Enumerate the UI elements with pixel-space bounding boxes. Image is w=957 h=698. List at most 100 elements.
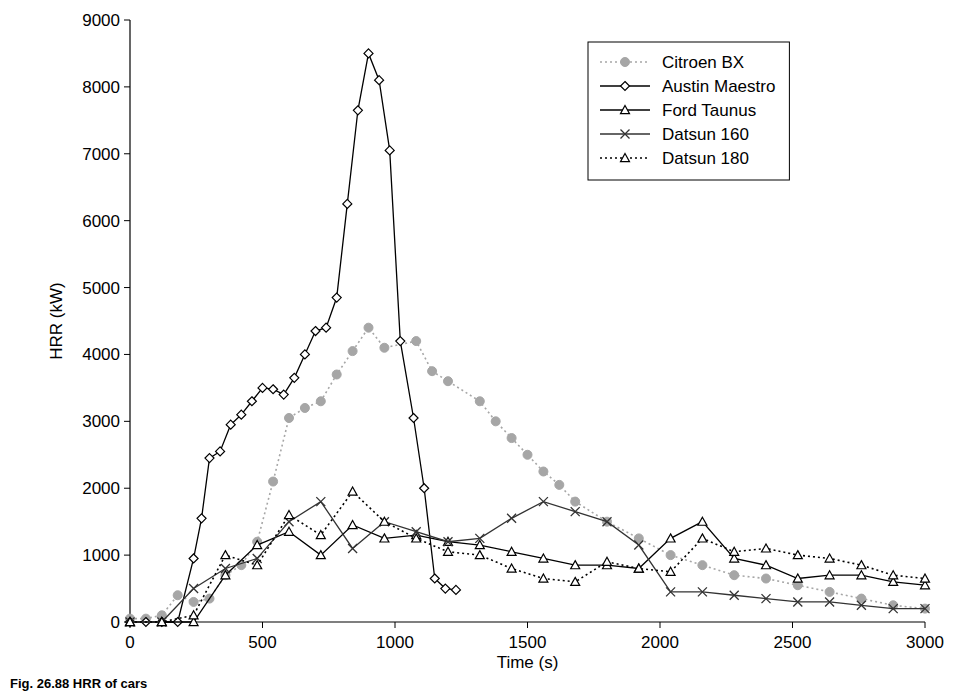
plot-area bbox=[126, 49, 930, 627]
data-point bbox=[300, 403, 309, 412]
data-point bbox=[603, 517, 612, 526]
data-point bbox=[189, 611, 198, 619]
data-point bbox=[507, 514, 516, 523]
data-point bbox=[385, 146, 394, 155]
data-point bbox=[634, 541, 643, 550]
y-axis bbox=[129, 20, 130, 622]
y-tick-label: 1000 bbox=[82, 546, 120, 565]
data-point bbox=[921, 574, 930, 582]
data-point bbox=[825, 597, 834, 606]
data-point bbox=[730, 591, 739, 600]
x-tick bbox=[792, 622, 793, 628]
series bbox=[126, 487, 930, 626]
data-point bbox=[380, 343, 389, 352]
y-tick-label: 0 bbox=[111, 613, 120, 632]
data-point bbox=[316, 497, 325, 506]
data-point bbox=[451, 585, 460, 594]
data-point bbox=[523, 450, 532, 459]
data-point bbox=[316, 531, 325, 539]
y-tick bbox=[124, 354, 130, 355]
data-point bbox=[216, 447, 225, 456]
data-point bbox=[269, 477, 278, 486]
series-line bbox=[130, 328, 925, 619]
x-axis-title: Time (s) bbox=[497, 653, 559, 672]
y-tick bbox=[124, 287, 130, 288]
data-point bbox=[762, 574, 771, 583]
data-point bbox=[666, 587, 675, 596]
data-point bbox=[793, 574, 802, 582]
data-point bbox=[237, 410, 246, 419]
data-point bbox=[300, 350, 309, 359]
x-tick bbox=[527, 622, 528, 628]
data-point bbox=[253, 561, 262, 569]
x-tick-label: 2500 bbox=[774, 633, 812, 652]
data-point bbox=[762, 544, 771, 552]
y-tick-label: 2000 bbox=[82, 479, 120, 498]
x-tick bbox=[925, 622, 926, 628]
data-point bbox=[428, 367, 437, 376]
data-point bbox=[412, 337, 421, 346]
data-point bbox=[353, 106, 362, 115]
data-point bbox=[857, 571, 866, 579]
y-tick-label: 4000 bbox=[82, 345, 120, 364]
data-point bbox=[126, 618, 135, 627]
data-point bbox=[269, 385, 278, 394]
data-point bbox=[889, 571, 898, 579]
data-point bbox=[412, 534, 421, 542]
legend-label: Austin Maestro bbox=[662, 77, 775, 96]
data-point bbox=[375, 76, 384, 85]
data-point bbox=[221, 551, 230, 559]
y-tick bbox=[124, 555, 130, 556]
y-tick bbox=[124, 220, 130, 221]
x-tick-label: 2000 bbox=[641, 633, 679, 652]
data-point bbox=[825, 554, 834, 562]
data-point bbox=[698, 587, 707, 596]
data-point bbox=[793, 597, 802, 606]
data-point bbox=[157, 618, 166, 626]
data-point bbox=[603, 557, 612, 565]
data-point bbox=[475, 397, 484, 406]
data-point bbox=[380, 534, 389, 542]
legend-marker bbox=[621, 106, 630, 114]
y-tick-label: 9000 bbox=[82, 11, 120, 30]
x-tick-label: 3000 bbox=[906, 633, 944, 652]
data-point bbox=[666, 567, 675, 575]
data-point bbox=[762, 594, 771, 603]
data-point bbox=[444, 537, 453, 546]
series bbox=[126, 49, 461, 627]
data-point bbox=[332, 370, 341, 379]
y-tick-label: 3000 bbox=[82, 412, 120, 431]
data-point bbox=[189, 597, 198, 606]
y-tick bbox=[124, 421, 130, 422]
data-point bbox=[348, 347, 357, 356]
series-line bbox=[130, 522, 925, 622]
data-point bbox=[311, 327, 320, 336]
data-point bbox=[316, 551, 325, 559]
data-point bbox=[730, 547, 739, 555]
data-point bbox=[921, 604, 930, 613]
data-point bbox=[157, 618, 166, 627]
data-point bbox=[507, 434, 516, 443]
data-point bbox=[221, 564, 230, 573]
legend-label: Datsun 180 bbox=[662, 149, 749, 168]
axes: 0100020003000400050006000700080009000050… bbox=[82, 11, 944, 652]
data-point bbox=[793, 551, 802, 559]
data-point bbox=[603, 517, 612, 526]
data-point bbox=[348, 521, 357, 529]
y-axis-title: HRR (kW) bbox=[47, 282, 66, 359]
data-point bbox=[197, 514, 206, 523]
y-tick bbox=[124, 153, 130, 154]
data-point bbox=[285, 527, 294, 535]
legend-marker bbox=[621, 154, 630, 162]
data-point bbox=[189, 584, 198, 593]
data-point bbox=[205, 454, 214, 463]
data-point bbox=[258, 383, 267, 392]
data-point bbox=[857, 601, 866, 610]
data-point bbox=[126, 618, 135, 626]
chart: 0100020003000400050006000700080009000050… bbox=[0, 0, 957, 698]
y-tick bbox=[124, 488, 130, 489]
series-line bbox=[130, 502, 925, 622]
data-point bbox=[348, 487, 357, 495]
data-point bbox=[539, 467, 548, 476]
x-tick-label: 500 bbox=[248, 633, 276, 652]
